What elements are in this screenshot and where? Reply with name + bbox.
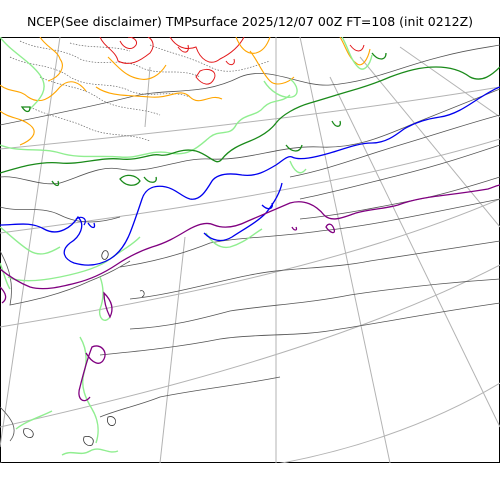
isotherm-line xyxy=(371,52,387,60)
isotherm-line xyxy=(51,180,60,187)
parallel-line xyxy=(0,86,500,150)
isotherm-line xyxy=(129,278,500,330)
meridian-line xyxy=(0,37,61,448)
isotherm-line xyxy=(169,37,245,63)
temperature-contour-map xyxy=(0,37,500,463)
isotherm-line xyxy=(98,276,111,321)
parallel-line xyxy=(0,198,500,328)
isotherm-line xyxy=(39,37,63,82)
isotherm-line xyxy=(0,262,11,290)
meridian-line xyxy=(299,37,391,463)
isotherm-line xyxy=(205,228,263,249)
map-frame xyxy=(0,37,500,463)
isotherm-line xyxy=(143,176,157,183)
isotherm-line xyxy=(99,302,500,356)
isotherm-line xyxy=(0,250,131,306)
isotherm-line xyxy=(195,68,216,85)
isotherm-line xyxy=(0,94,291,158)
isotherm-line xyxy=(0,110,35,146)
isotherm-line xyxy=(20,106,31,113)
coastline xyxy=(83,436,94,446)
isotherm-line xyxy=(299,144,500,200)
blue-isotherms xyxy=(0,86,500,266)
isotherm-line xyxy=(0,37,45,110)
isotherm-line xyxy=(15,410,53,430)
isotherm-line xyxy=(289,114,500,178)
isotherm-line xyxy=(129,240,500,300)
isotherm-line xyxy=(285,144,303,152)
isotherm-line xyxy=(225,58,235,66)
isotherm-line xyxy=(349,44,365,52)
isotherm-line xyxy=(99,376,281,418)
isotherm-line xyxy=(0,206,121,223)
isotherm-line xyxy=(177,44,189,53)
coastline xyxy=(139,290,145,298)
coastline xyxy=(23,428,34,438)
isotherm-line xyxy=(339,37,371,66)
meridian-line xyxy=(399,46,500,118)
parallel-line xyxy=(0,382,500,463)
isotherm-line xyxy=(289,160,307,174)
isotherm-line xyxy=(0,81,87,102)
isotherm-line xyxy=(119,174,141,186)
gray-isotherms xyxy=(0,44,500,442)
coastline-fragments xyxy=(23,250,145,446)
isotherm-line xyxy=(95,86,223,102)
coastline xyxy=(101,250,109,260)
map-panel xyxy=(0,37,500,463)
isotherm-line xyxy=(119,198,500,268)
isotherm-line xyxy=(0,406,15,442)
isotherm-line xyxy=(19,40,201,78)
isotherm-line xyxy=(235,37,271,54)
isotherm-line xyxy=(0,66,500,174)
isotherm-line xyxy=(75,216,86,226)
isotherm-line xyxy=(261,202,274,210)
isotherm-line xyxy=(107,56,167,80)
isotherm-line xyxy=(291,226,298,231)
map-title: NCEP(See disclaimer) TMPsurface 2025/12/… xyxy=(26,14,474,29)
isotherm-line xyxy=(149,44,271,72)
isotherm-line xyxy=(0,44,500,126)
coastline xyxy=(107,416,116,426)
isotherm-line xyxy=(29,106,151,142)
isotherm-line xyxy=(249,50,295,85)
isotherm-line xyxy=(0,184,500,290)
isotherm-line xyxy=(69,42,131,52)
isotherm-line xyxy=(0,86,500,266)
dotted-isotherms xyxy=(9,40,271,142)
meridian-line xyxy=(359,56,500,228)
isotherm-line xyxy=(7,236,141,282)
red-isotherms xyxy=(99,37,365,85)
isotherm-line xyxy=(61,448,119,456)
graticule xyxy=(0,37,500,463)
isotherm-line xyxy=(263,78,298,98)
isotherm-line xyxy=(99,37,154,64)
isotherm-line xyxy=(331,120,342,127)
meridian-line xyxy=(159,236,186,463)
green-isotherms xyxy=(0,52,500,187)
isotherm-line xyxy=(0,226,61,255)
isotherm-line xyxy=(103,291,113,319)
isotherm-line xyxy=(325,223,336,234)
isotherm-line xyxy=(9,56,191,98)
isotherm-line xyxy=(119,37,137,49)
meridian-line xyxy=(329,76,500,428)
isotherm-line xyxy=(341,37,373,70)
parallel-line xyxy=(0,138,500,234)
parallel-line xyxy=(0,264,500,428)
isotherm-line xyxy=(203,182,283,242)
orange-isotherms xyxy=(0,37,371,146)
isotherm-line xyxy=(78,345,106,402)
isotherm-line xyxy=(39,76,161,116)
isotherm-line xyxy=(87,222,96,229)
purple-isotherms xyxy=(0,184,500,402)
isotherm-line xyxy=(0,286,7,304)
